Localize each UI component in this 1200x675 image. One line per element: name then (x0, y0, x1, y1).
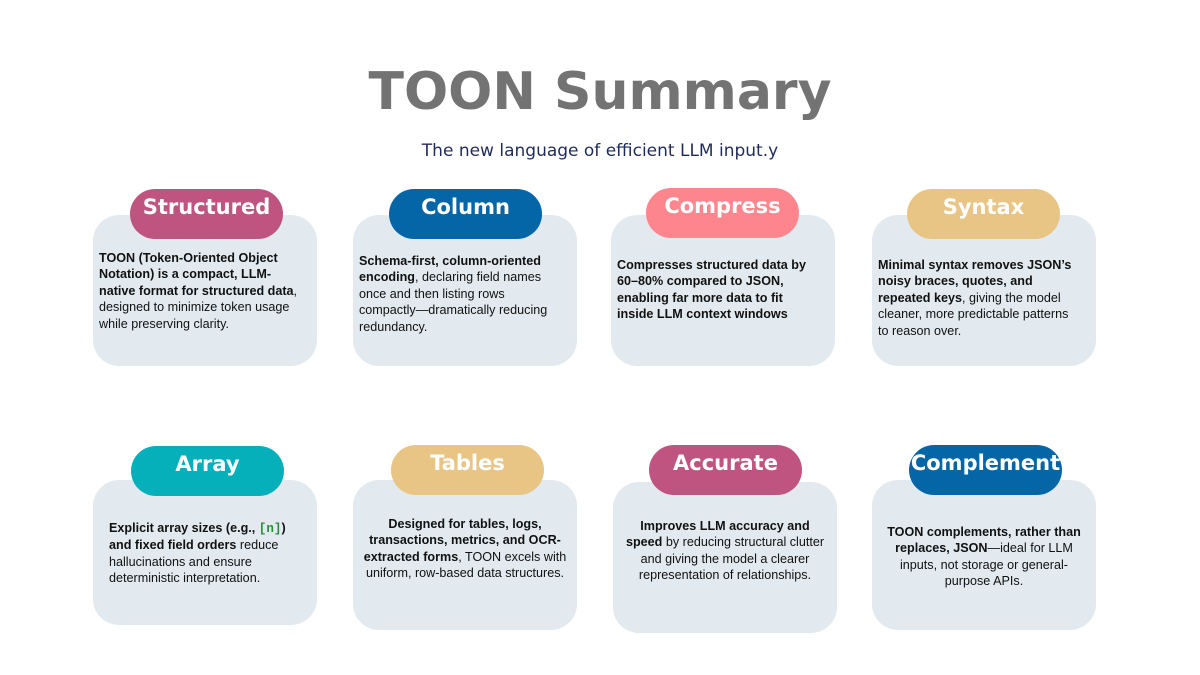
card-description: TOON complements, rather than replaces, … (872, 524, 1096, 590)
card-complement: TOON complements, rather than replaces, … (872, 480, 1096, 630)
pill-label-complement: Complement (909, 445, 1062, 495)
text: , declaring field names once and then li… (359, 270, 548, 334)
card-tables: Designed for tables, logs, transactions,… (353, 480, 577, 630)
card-description: Minimal syntax removes JSON’s noisy brac… (872, 257, 1096, 339)
bold-text: Designed for tables, logs, transactions,… (363, 517, 561, 564)
text: , designed to minimize token usage while… (99, 283, 298, 331)
card-accurate: Improves LLM accuracy and speed by reduc… (613, 482, 837, 633)
text: , giving the model cleaner, more predict… (878, 290, 1069, 338)
pill-label-array: Array (131, 446, 284, 496)
text: reduce hallucinations and ensure determi… (109, 538, 279, 586)
pill-label-column: Column (389, 189, 542, 239)
bold-text: ) and fixed field orders (109, 521, 286, 553)
card-description: Schema-first, column-oriented encoding, … (353, 253, 577, 335)
card-description: Compresses structured data by 60–80% com… (611, 257, 835, 323)
pill-label-syntax: Syntax (907, 189, 1060, 239)
card-description: Designed for tables, logs, transactions,… (353, 516, 577, 582)
bold-text: Schema-first, column-oriented encoding (359, 254, 541, 285)
page-title: TOON Summary (368, 62, 832, 122)
text: , TOON excels with uniform, row-based da… (365, 549, 567, 581)
card-syntax: Minimal syntax removes JSON’s noisy brac… (872, 215, 1096, 366)
card-description: Explicit array sizes (e.g., [n]) and fix… (93, 520, 317, 587)
card-column: Schema-first, column-oriented encoding, … (353, 215, 577, 366)
bold-text: Improves LLM accuracy and speed (625, 519, 810, 550)
code-snippet: [n] (258, 522, 282, 536)
text: —ideal for LLM inputs, not storage or ge… (899, 541, 1073, 589)
bold-text: TOON complements, rather than replaces, … (887, 525, 1081, 556)
card-structured: TOON (Token-Oriented Object Notation) is… (93, 215, 317, 366)
card-description: TOON (Token-Oriented Object Notation) is… (93, 250, 317, 332)
pill-label-structured: Structured (130, 189, 283, 239)
card-array: Explicit array sizes (e.g., [n]) and fix… (93, 480, 317, 625)
card-description: Improves LLM accuracy and speed by reduc… (613, 518, 837, 584)
bold-text: Compresses structured data by 60–80% com… (617, 258, 806, 322)
pill-label-compress: Compress (646, 188, 799, 238)
text: by reducing structural clutter and givin… (638, 535, 825, 583)
page-subtitle: The new language of efficient LLM input.… (421, 141, 779, 161)
bold-text: TOON (Token-Oriented Object Notation) is… (99, 251, 294, 298)
pill-label-tables: Tables (391, 445, 544, 495)
bold-text: Minimal syntax removes JSON’s noisy brac… (878, 258, 1072, 305)
card-compress: Compresses structured data by 60–80% com… (611, 215, 835, 366)
bold-text: Explicit array sizes (e.g., (109, 521, 259, 535)
pill-label-accurate: Accurate (649, 445, 802, 495)
